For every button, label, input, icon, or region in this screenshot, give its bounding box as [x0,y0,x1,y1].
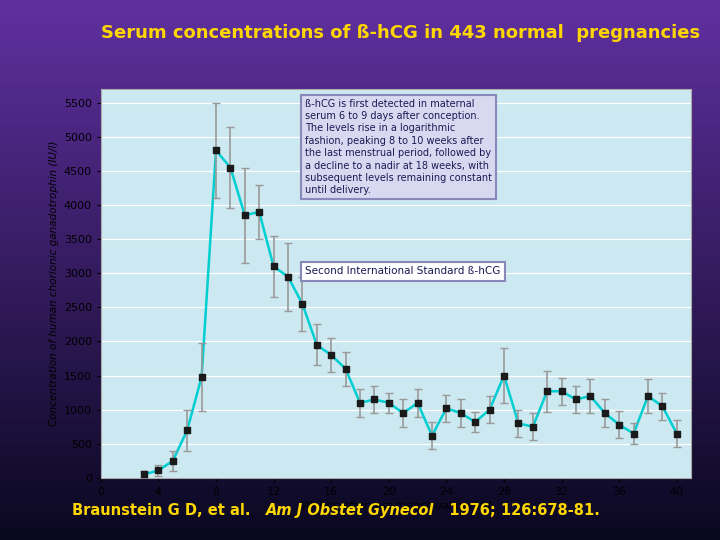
Text: Braunstein G D, et al.: Braunstein G D, et al. [72,503,261,518]
Point [297,300,308,308]
Point [541,387,553,396]
Point [181,426,193,435]
Point [369,395,380,404]
Point [441,404,452,413]
Point [354,399,366,407]
Point [325,351,337,360]
Point [599,409,611,417]
Point [484,406,495,414]
Point [239,211,251,220]
Point [340,364,351,373]
Point [311,341,323,349]
Point [498,372,510,380]
Y-axis label: Concentration of human chorionic ganadotrophin (IU/l): Concentration of human chorionic ganadot… [50,141,60,426]
Point [513,419,524,428]
Point [527,422,539,431]
Point [671,429,683,438]
Point [469,417,481,426]
Point [210,146,222,155]
Text: ß-hCG is first detected in maternal
serum 6 to 9 days after conception.
The leve: ß-hCG is first detected in maternal seru… [305,99,492,195]
Point [585,392,596,400]
Point [613,420,625,429]
Point [282,272,294,281]
Point [268,262,279,271]
Point [153,466,164,475]
Point [253,207,265,216]
Point [556,387,567,396]
Point [412,399,423,407]
Point [628,429,639,438]
Point [138,470,150,479]
Point [383,399,395,407]
Point [570,395,582,404]
Point [167,456,179,465]
Text: Serum concentrations of ß-hCG in 443 normal  pregnancies: Serum concentrations of ß-hCG in 443 nor… [101,24,700,42]
Point [426,431,438,440]
Point [455,409,467,417]
Point [397,409,409,417]
Text: Second International Standard ß-hCG: Second International Standard ß-hCG [305,266,500,276]
Text: Am J Obstet Gynecol: Am J Obstet Gynecol [266,503,435,518]
X-axis label: Weeks after last menstrual period: Weeks after last menstrual period [301,501,491,511]
Text: 1976; 126:678-81.: 1976; 126:678-81. [439,503,600,518]
Point [642,392,654,400]
Point [225,163,236,172]
Point [657,402,668,410]
Point [196,373,207,381]
